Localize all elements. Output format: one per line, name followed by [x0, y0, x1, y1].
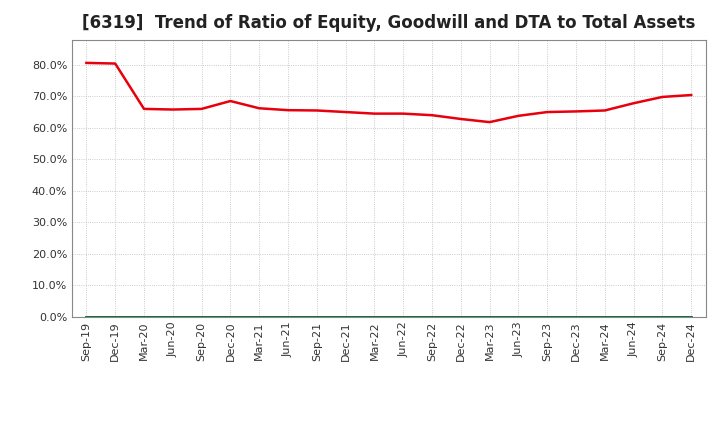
Goodwill [312, 314, 321, 319]
Equity [399, 111, 408, 116]
Goodwill [543, 314, 552, 319]
Goodwill [370, 314, 379, 319]
Goodwill [629, 314, 638, 319]
Deferred Tax Assets [197, 314, 206, 319]
Deferred Tax Assets [485, 314, 494, 319]
Equity [168, 107, 177, 112]
Goodwill [82, 314, 91, 319]
Goodwill [428, 314, 436, 319]
Deferred Tax Assets [312, 314, 321, 319]
Goodwill [456, 314, 465, 319]
Equity [428, 113, 436, 118]
Title: [6319]  Trend of Ratio of Equity, Goodwill and DTA to Total Assets: [6319] Trend of Ratio of Equity, Goodwil… [82, 15, 696, 33]
Deferred Tax Assets [255, 314, 264, 319]
Deferred Tax Assets [82, 314, 91, 319]
Deferred Tax Assets [687, 314, 696, 319]
Equity [197, 106, 206, 111]
Equity [341, 110, 350, 115]
Deferred Tax Assets [658, 314, 667, 319]
Goodwill [687, 314, 696, 319]
Deferred Tax Assets [226, 314, 235, 319]
Goodwill [399, 314, 408, 319]
Equity [629, 101, 638, 106]
Equity [485, 120, 494, 125]
Goodwill [284, 314, 292, 319]
Deferred Tax Assets [629, 314, 638, 319]
Goodwill [140, 314, 148, 319]
Goodwill [485, 314, 494, 319]
Goodwill [111, 314, 120, 319]
Deferred Tax Assets [370, 314, 379, 319]
Equity [543, 110, 552, 115]
Equity [658, 94, 667, 99]
Equity [572, 109, 580, 114]
Equity [111, 61, 120, 66]
Goodwill [341, 314, 350, 319]
Goodwill [658, 314, 667, 319]
Deferred Tax Assets [543, 314, 552, 319]
Equity [82, 60, 91, 66]
Equity [226, 99, 235, 104]
Equity [514, 113, 523, 118]
Equity [255, 106, 264, 111]
Goodwill [600, 314, 609, 319]
Deferred Tax Assets [428, 314, 436, 319]
Equity [456, 116, 465, 121]
Equity [140, 106, 148, 111]
Goodwill [168, 314, 177, 319]
Deferred Tax Assets [111, 314, 120, 319]
Deferred Tax Assets [341, 314, 350, 319]
Deferred Tax Assets [572, 314, 580, 319]
Deferred Tax Assets [168, 314, 177, 319]
Deferred Tax Assets [284, 314, 292, 319]
Goodwill [572, 314, 580, 319]
Deferred Tax Assets [600, 314, 609, 319]
Deferred Tax Assets [514, 314, 523, 319]
Goodwill [226, 314, 235, 319]
Deferred Tax Assets [456, 314, 465, 319]
Equity [687, 92, 696, 98]
Goodwill [197, 314, 206, 319]
Goodwill [255, 314, 264, 319]
Goodwill [514, 314, 523, 319]
Equity [600, 108, 609, 113]
Line: Equity: Equity [86, 63, 691, 122]
Equity [284, 107, 292, 113]
Equity [370, 111, 379, 116]
Deferred Tax Assets [399, 314, 408, 319]
Deferred Tax Assets [140, 314, 148, 319]
Equity [312, 108, 321, 113]
